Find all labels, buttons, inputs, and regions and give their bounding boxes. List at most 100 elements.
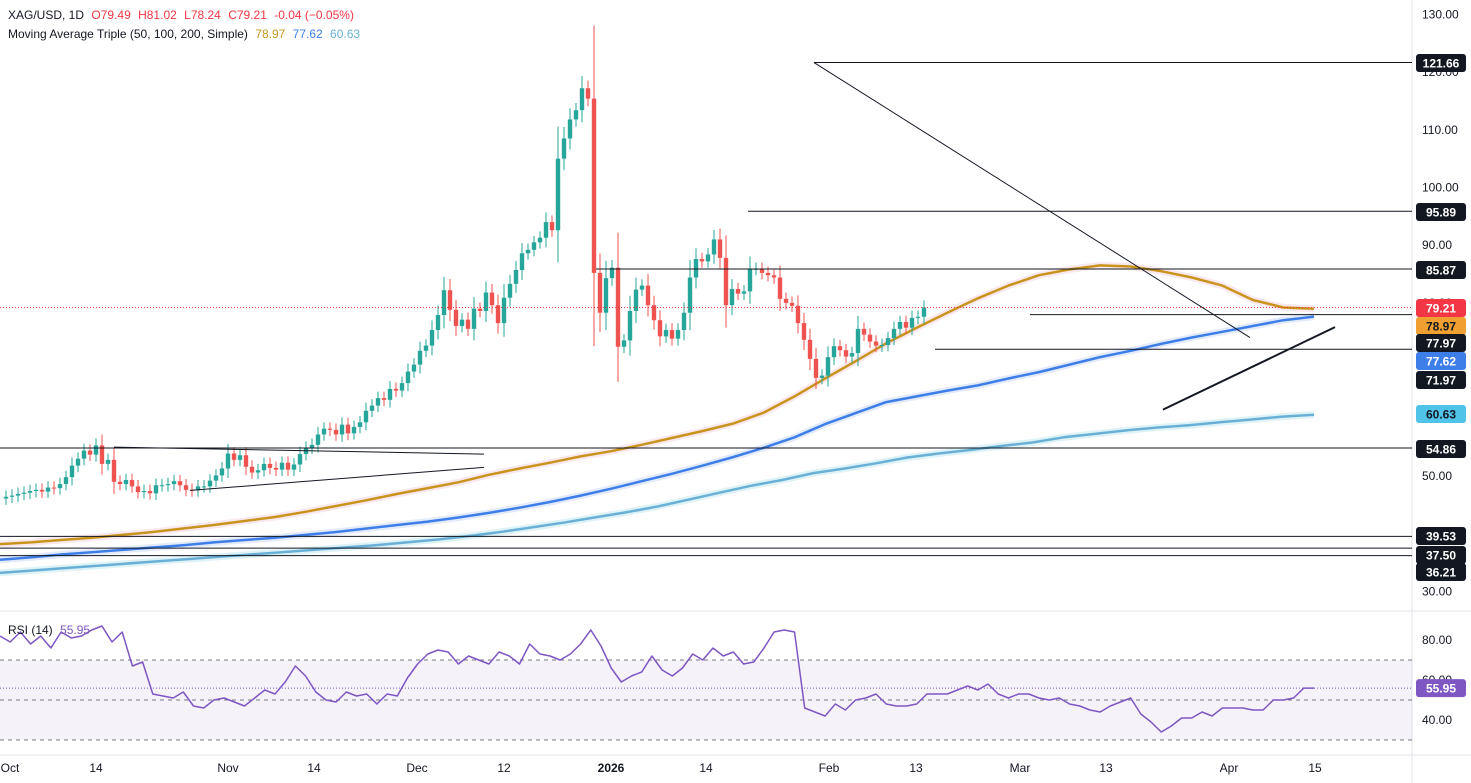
candle-up: [417, 350, 423, 365]
time-tick-label: 2026: [598, 761, 625, 775]
candle-down: [39, 489, 45, 492]
high-value: H81.02: [138, 8, 177, 22]
candle-down: [735, 289, 741, 294]
candle-up: [459, 319, 465, 326]
ma-legend[interactable]: Moving Average Triple (50, 100, 200, Sim…: [8, 27, 364, 41]
candle-up: [291, 464, 297, 470]
price-axis[interactable]: 30.0040.0050.0060.0070.0080.0090.00100.0…: [1416, 7, 1466, 727]
candle-down: [759, 268, 765, 273]
candle-up: [75, 458, 81, 466]
candle-up: [279, 462, 285, 470]
time-tick-label: 14: [699, 761, 713, 775]
candle-up: [531, 242, 537, 250]
rsi-legend[interactable]: RSI (14) 55.95: [8, 623, 94, 637]
candle-up: [711, 239, 717, 255]
candle-up: [693, 259, 699, 278]
candle-up: [921, 307, 927, 317]
rsi-title[interactable]: RSI (14): [8, 623, 53, 637]
candle-down: [657, 320, 663, 337]
candle-down: [87, 450, 93, 455]
candle-up: [513, 270, 519, 284]
price-label-box: [1416, 371, 1466, 389]
candle-up: [501, 297, 507, 324]
candle-down: [333, 429, 339, 435]
candle-up: [423, 345, 429, 351]
rsi-series-line: [0, 625, 1314, 733]
candle-up: [213, 475, 219, 481]
candle-down: [345, 424, 351, 434]
candle-up: [687, 277, 693, 313]
candle-up: [429, 330, 435, 346]
time-axis[interactable]: Oct 14 Nov 14 Dec 12 2026 14 Feb 13 Mar 13 Apr 15: [1, 761, 1322, 775]
candle-up: [81, 450, 87, 459]
candle-up: [633, 289, 639, 311]
price-label-box: [1416, 563, 1466, 581]
time-tick-label: Nov: [217, 761, 238, 775]
candle-up: [435, 315, 441, 331]
candle-down: [231, 453, 237, 460]
candle-up: [537, 237, 543, 243]
candle-down: [813, 358, 819, 378]
rsi-line: [0, 625, 1314, 733]
candle-up: [153, 485, 159, 494]
price-label-text: 37.50: [1426, 549, 1456, 563]
descending-trendline: [813, 62, 1251, 338]
candle-up: [609, 267, 615, 279]
open-value: O79.49: [91, 8, 131, 22]
time-tick-label: 14: [307, 761, 321, 775]
candle-up: [573, 110, 579, 120]
candle-up: [93, 445, 99, 455]
candle-down: [249, 466, 255, 473]
candle-up: [885, 338, 891, 346]
candle-up: [405, 371, 411, 384]
candle-down: [129, 480, 135, 487]
candle-up: [351, 426, 357, 434]
candle-up: [819, 375, 825, 378]
time-tick-label: 15: [1308, 761, 1322, 775]
time-tick-label: Dec: [406, 761, 427, 775]
candle-down: [843, 350, 849, 357]
price-label-box: [1416, 54, 1466, 72]
candle-down: [789, 302, 795, 306]
candle-up: [9, 495, 15, 497]
candle-up: [339, 424, 345, 435]
candle-down: [447, 290, 453, 310]
candle-down: [477, 308, 483, 311]
candle-up: [63, 477, 69, 485]
candle-down: [801, 323, 807, 340]
candle-up: [309, 444, 315, 448]
candle-up: [387, 388, 393, 400]
candle-down: [267, 463, 273, 468]
close-value: C79.21: [228, 8, 267, 22]
candle-down: [645, 285, 651, 306]
time-tick-label: Feb: [819, 761, 840, 775]
candle-up: [363, 410, 369, 423]
price-label-text: 77.62: [1426, 355, 1456, 369]
candle-down: [669, 330, 675, 339]
candle-up: [195, 486, 201, 491]
symbol-legend[interactable]: XAG/USD, 1D O79.49 H81.02 L78.24 C79.21 …: [8, 8, 358, 22]
candle-down: [99, 445, 105, 464]
candle-up: [681, 312, 687, 331]
price-tick-label: 90.00: [1422, 238, 1452, 252]
candle-up: [237, 455, 243, 460]
candle-up: [321, 428, 327, 435]
symbol-title[interactable]: XAG/USD, 1D: [8, 8, 85, 22]
candle-up: [507, 283, 513, 298]
candle-down: [117, 481, 123, 485]
price-label-text: 77.97: [1426, 337, 1456, 351]
candle-down: [765, 272, 771, 276]
price-label-box: [1416, 203, 1466, 221]
candle-up: [219, 468, 225, 476]
candle-up: [57, 484, 63, 489]
low-value: L78.24: [184, 8, 221, 22]
candle-down: [465, 319, 471, 329]
candle-up: [909, 317, 915, 328]
ma-title[interactable]: Moving Average Triple (50, 100, 200, Sim…: [8, 27, 248, 41]
candle-up: [45, 487, 51, 492]
candle-down: [243, 455, 249, 467]
candle-up: [639, 285, 645, 290]
candle-up: [891, 328, 897, 339]
candle-up: [27, 491, 33, 493]
